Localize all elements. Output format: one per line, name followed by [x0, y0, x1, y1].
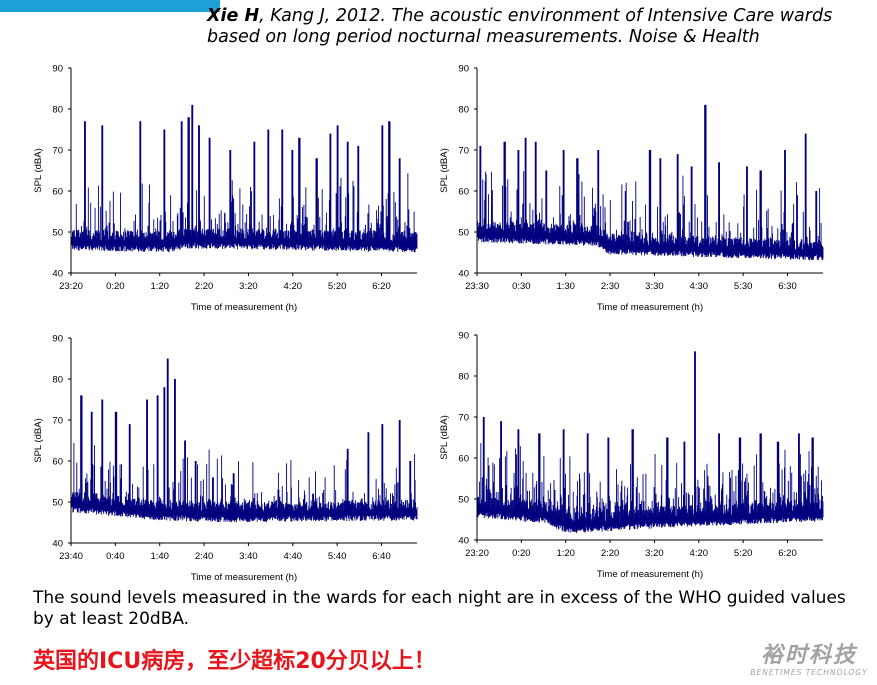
y-axis-label: SPL (dBA): [439, 415, 450, 460]
y-tick-label: 70: [52, 146, 63, 157]
chart-svg: 40 50 60 70 80 90 23:20 0:20 1:20 2:20 3:20 4:20 5:2…: [439, 331, 824, 580]
y-axis-label: SPL (dBA): [439, 148, 450, 193]
x-axis-label: Time of measurement (h): [597, 302, 703, 313]
x-tick-label: 1:20: [150, 281, 169, 292]
chinese-note: 英国的ICU病房，至少超标20分贝以上！: [33, 649, 436, 674]
x-tick-label: 5:20: [734, 548, 753, 559]
x-tick-label: 23:30: [465, 281, 489, 292]
x-axis-label: Time of measurement (h): [191, 302, 297, 313]
x-tick-label: 6:20: [372, 281, 391, 292]
x-tick-label: 2:20: [195, 281, 214, 292]
x-tick-label: 2:20: [601, 548, 620, 559]
x-tick-label: 1:20: [556, 548, 575, 559]
x-axis-label: Time of measurement (h): [191, 572, 297, 583]
x-tick-label: 0:40: [106, 551, 125, 562]
y-tick-label: 70: [458, 413, 469, 424]
y-axis-label: SPL (dBA): [33, 418, 44, 463]
y-tick-label: 50: [458, 495, 469, 506]
spl-chart-night-4: 40 50 60 70 80 90 23:20 0:20 1:20 2:20 3:20 4:20 5:2…: [434, 325, 834, 587]
x-tick-label: 3:40: [239, 551, 258, 562]
y-tick-label: 40: [458, 536, 469, 547]
x-tick-label: 5:30: [734, 281, 753, 292]
y-tick-label: 40: [52, 539, 63, 550]
x-tick-label: 3:20: [239, 281, 258, 292]
y-tick-label: 50: [52, 228, 63, 239]
x-tick-label: 5:20: [328, 281, 347, 292]
x-tick-label: 6:30: [778, 281, 797, 292]
spl-series-line: [70, 358, 418, 523]
y-axis-label: SPL (dBA): [33, 148, 44, 193]
y-tick-label: 40: [458, 269, 469, 280]
y-tick-label: 60: [52, 187, 63, 198]
x-tick-label: 0:20: [106, 281, 125, 292]
x-tick-label: 4:30: [690, 281, 709, 292]
logo-sub-text: BENETIMES TECHNOLOGY: [750, 668, 868, 677]
y-tick-label: 60: [52, 457, 63, 468]
x-tick-label: 23:20: [59, 281, 83, 292]
citation-author: Xie H: [207, 6, 260, 26]
x-tick-label: 23:20: [465, 548, 489, 559]
chart-svg: 40 50 60 70 80 90 23:40 0:40 1:40 2:40 3:40 4:40 5:4…: [33, 334, 418, 583]
y-tick-label: 80: [52, 105, 63, 116]
x-tick-label: 3:30: [645, 281, 664, 292]
x-tick-label: 6:20: [778, 548, 797, 559]
company-logo: 裕时科技 BENETIMES TECHNOLOGY: [745, 644, 873, 678]
spl-series-line: [70, 104, 418, 253]
x-tick-label: 0:30: [512, 281, 531, 292]
x-tick-label: 5:40: [328, 551, 347, 562]
y-tick-label: 50: [458, 228, 469, 239]
x-tick-label: 3:20: [645, 548, 664, 559]
y-tick-label: 90: [52, 334, 63, 345]
x-tick-label: 1:40: [150, 551, 169, 562]
y-tick-label: 80: [458, 372, 469, 383]
x-tick-label: 4:40: [284, 551, 303, 562]
spl-series-line: [476, 351, 824, 534]
y-tick-label: 70: [458, 146, 469, 157]
accent-bar: [0, 0, 220, 12]
summary-text: The sound levels measured in the wards f…: [33, 588, 846, 629]
x-tick-label: 0:20: [512, 548, 531, 559]
x-axis-label: Time of measurement (h): [597, 569, 703, 580]
y-tick-label: 90: [458, 64, 469, 75]
x-tick-label: 1:30: [556, 281, 575, 292]
chart-svg: 40 50 60 70 80 90 23:30 0:30 1:30 2:30 3:30 4:30 5:3…: [439, 64, 824, 313]
x-tick-label: 4:20: [284, 281, 303, 292]
chart-svg: 40 50 60 70 80 90 23:20 0:20 1:20 2:20 3:20 4:20 5:2…: [33, 64, 418, 313]
spl-series-line: [476, 104, 824, 261]
spl-chart-night-1: 40 50 60 70 80 90 23:20 0:20 1:20 2:20 3:20 4:20 5:2…: [28, 58, 428, 320]
logo-main-text: 裕时科技: [760, 643, 857, 668]
y-tick-label: 40: [52, 269, 63, 280]
y-tick-label: 60: [458, 454, 469, 465]
y-tick-label: 70: [52, 416, 63, 427]
y-tick-label: 90: [458, 331, 469, 342]
citation-reference: , Kang J, 2012. The acoustic environment…: [207, 6, 833, 47]
spl-chart-night-2: 40 50 60 70 80 90 23:30 0:30 1:30 2:30 3:30 4:30 5:3…: [434, 58, 834, 320]
y-tick-label: 60: [458, 187, 469, 198]
y-tick-label: 90: [52, 64, 63, 75]
x-tick-label: 2:30: [601, 281, 620, 292]
x-tick-label: 23:40: [59, 551, 83, 562]
x-tick-label: 2:40: [195, 551, 214, 562]
y-tick-label: 50: [52, 498, 63, 509]
spl-chart-night-3: 40 50 60 70 80 90 23:40 0:40 1:40 2:40 3:40 4:40 5:4…: [28, 328, 428, 590]
x-tick-label: 4:20: [690, 548, 709, 559]
x-tick-label: 6:40: [372, 551, 391, 562]
y-tick-label: 80: [458, 105, 469, 116]
citation: Xie H, Kang J, 2012. The acoustic enviro…: [207, 6, 872, 48]
y-tick-label: 80: [52, 375, 63, 386]
